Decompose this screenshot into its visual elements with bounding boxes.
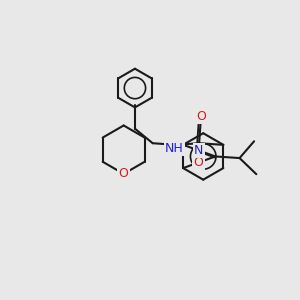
Text: O: O [196,110,206,123]
Text: O: O [119,167,129,180]
Text: O: O [194,156,203,169]
Text: NH: NH [165,142,184,155]
Text: N: N [194,144,203,157]
